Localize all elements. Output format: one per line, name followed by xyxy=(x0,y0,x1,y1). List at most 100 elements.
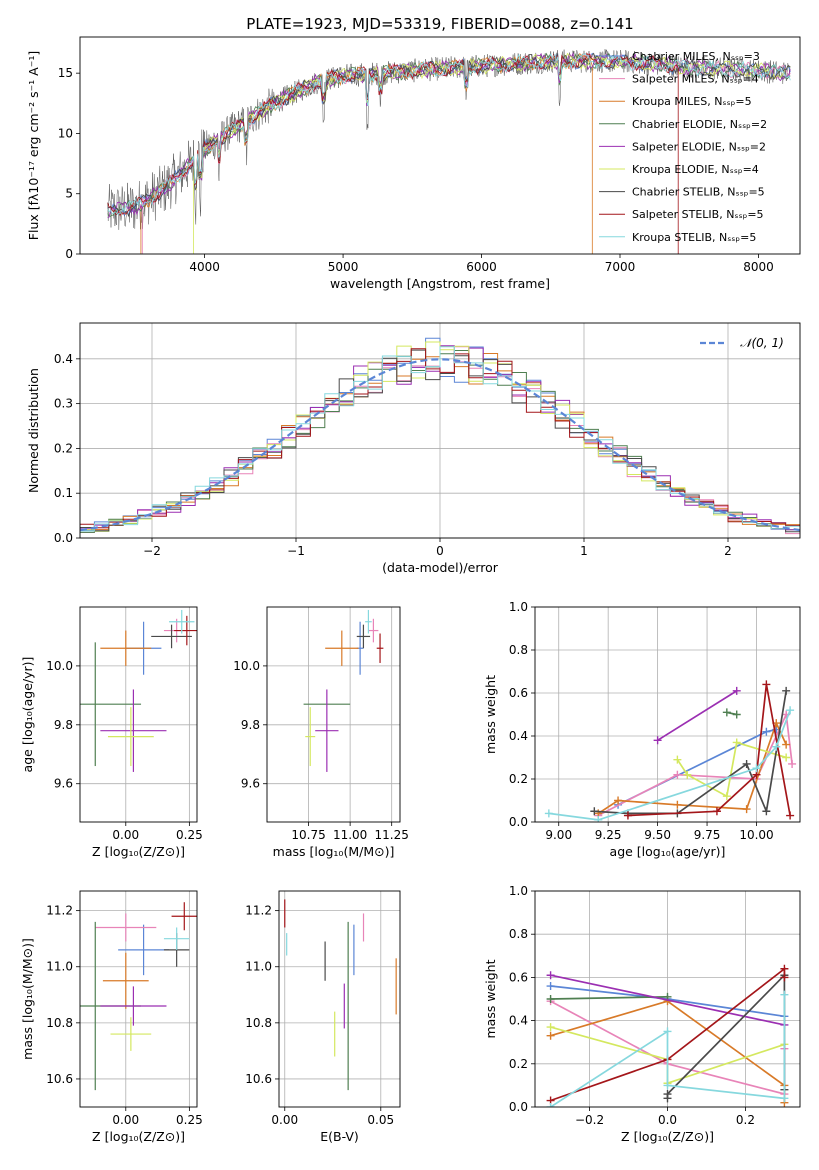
weight-marker xyxy=(782,740,791,749)
legend-entry: Salpeter ELODIE, Nₛₛₚ=2 xyxy=(632,140,766,153)
weight-marker xyxy=(732,738,741,747)
y-axis-label: Flux [fλ10⁻¹⁷ erg cm⁻² s⁻¹ A⁻¹] xyxy=(26,51,41,240)
weight-marker xyxy=(732,710,741,719)
weight-marker xyxy=(772,742,781,751)
y-tick-label: 0.8 xyxy=(509,643,528,657)
plot-area-age_vs_mass xyxy=(303,609,384,772)
x-axis-label: age [log₁₀(age/yr)] xyxy=(610,844,726,859)
weight-marker xyxy=(623,811,632,820)
y-tick-label: 10.8 xyxy=(245,1016,272,1030)
weight-marker xyxy=(653,736,662,745)
weight-line xyxy=(657,690,738,742)
axes-age_vs_Z: 0.00 0.25 9.6 9.8 10.0 Z [log₁₀(Z/Z⊙)] age [lo… xyxy=(20,606,203,859)
x-tick-label: 0 xyxy=(436,544,444,558)
error-bar-point xyxy=(174,615,197,646)
weight-marker xyxy=(673,770,682,779)
weight-marker xyxy=(663,1090,672,1099)
x-tick-label: −2 xyxy=(143,544,161,558)
frame-mass_vs_EBV: 0.00 0.05 10.6 10.8 11.0 11.2 E(B-V) xyxy=(245,890,401,1144)
x-tick-label: 5000 xyxy=(328,260,359,274)
weight-marker xyxy=(780,973,789,982)
weight-marker xyxy=(712,807,721,816)
y-tick-label: 10.8 xyxy=(46,1016,73,1030)
x-tick-label: 1 xyxy=(580,544,588,558)
axes-frame xyxy=(534,606,801,823)
axes-frame xyxy=(266,606,401,823)
x-tick-label: 0.00 xyxy=(271,1113,298,1127)
x-tick-label: 2 xyxy=(724,544,732,558)
error-bar-point xyxy=(376,633,384,663)
error-bar-point xyxy=(305,707,316,767)
weight-marker xyxy=(546,1103,555,1107)
frame-weight_vs_Z: −0.2 0.0 0.2 0.0 0.2 0.4 0.6 0.8 1.0 Z [log₁₀(Z/Z… xyxy=(483,884,801,1144)
y-tick-label: 10.6 xyxy=(46,1072,73,1086)
legend-entry: Kroupa STELIB, Nₛₛₚ=5 xyxy=(632,231,756,244)
x-axis-label: mass [log₁₀(M/M⊙)] xyxy=(273,844,395,859)
error-bar-point xyxy=(171,902,197,931)
error-bar-point xyxy=(110,1017,152,1051)
axes-frame xyxy=(79,890,198,1108)
x-tick-label: 9.25 xyxy=(595,828,622,842)
normal-curve xyxy=(80,358,800,532)
y-tick-label: 0.8 xyxy=(509,927,528,941)
weight-marker xyxy=(673,755,682,764)
frame-spectrum: 4000 5000 6000 7000 8000 0 5 10 15 wavelength [An… xyxy=(26,36,801,291)
weight-marker xyxy=(544,809,553,818)
weight-marker xyxy=(614,796,623,805)
y-tick-label: 0.2 xyxy=(54,441,73,455)
frame-mass_vs_Z: 0.00 0.25 10.6 10.8 11.0 11.2 Z [log₁₀(Z/Z⊙)] m… xyxy=(20,890,203,1144)
y-tick-label: 9.8 xyxy=(241,718,260,732)
y-tick-label: 11.2 xyxy=(245,904,272,918)
weight-marker xyxy=(546,982,555,991)
weight-marker xyxy=(762,727,771,736)
weight-marker xyxy=(722,792,731,801)
x-tick-label: 10.75 xyxy=(291,828,325,842)
weight-marker xyxy=(788,759,797,768)
y-tick-label: 0.2 xyxy=(509,1057,528,1071)
x-tick-label: 0.25 xyxy=(176,828,203,842)
y-tick-label: 10.0 xyxy=(46,659,73,673)
legend-entry: Salpeter MILES, Nₛₛₚ=4 xyxy=(632,73,759,86)
y-tick-label: 15 xyxy=(58,66,73,80)
weight-marker xyxy=(762,680,771,689)
x-axis-label: Z [log₁₀(Z/Z⊙)] xyxy=(621,1129,714,1144)
y-tick-label: 10 xyxy=(58,126,73,140)
figure-title: PLATE=1923, MJD=53319, FIBERID=0088, z=0… xyxy=(246,15,633,33)
error-bar-point xyxy=(356,624,371,649)
axes-frame xyxy=(278,890,401,1108)
y-tick-label: 10.0 xyxy=(233,659,260,673)
error-bar-point xyxy=(95,913,157,942)
legend-entry: Chabrier MILES, Nₛₛₚ=3 xyxy=(632,50,760,63)
error-bar-point xyxy=(368,618,379,643)
spectrum-model-line xyxy=(107,52,791,215)
weight-line xyxy=(550,967,786,1102)
weight-line xyxy=(550,974,785,1026)
axes-frame xyxy=(79,36,801,255)
y-tick-label: 0.1 xyxy=(54,486,73,500)
y-tick-label: 11.0 xyxy=(245,960,272,974)
error-bar-point xyxy=(100,630,152,666)
y-tick-label: 0.2 xyxy=(509,772,528,786)
plot-area-mass_vs_Z xyxy=(80,902,197,1091)
y-tick-label: 0.4 xyxy=(509,1014,528,1028)
x-tick-label: −0.2 xyxy=(575,1113,604,1127)
axes-spectrum: 4000 5000 6000 7000 8000 0 5 10 15 wavelength [An… xyxy=(26,36,801,291)
plot-area-age_vs_Z xyxy=(80,609,197,772)
axes-weight_vs_Z: −0.2 0.0 0.2 0.0 0.2 0.4 0.6 0.8 1.0 Z [log₁₀(Z/Z… xyxy=(483,884,801,1144)
error-bar-point xyxy=(100,986,167,1026)
axes-residuals: −2 −1 0 1 2 0.0 0.1 0.2 0.3 0.4 (data-model)/error… xyxy=(26,322,801,575)
legend-entry: Chabrier ELODIE, Nₛₛₚ=2 xyxy=(632,118,767,131)
weight-marker xyxy=(786,706,795,715)
axes-mass_vs_EBV: 0.00 0.05 10.6 10.8 11.0 11.2 E(B-V) xyxy=(245,890,401,1144)
x-tick-label: 4000 xyxy=(189,260,220,274)
x-tick-label: 0.05 xyxy=(367,1113,394,1127)
legend-entry: 𝒩(0, 1) xyxy=(740,336,784,350)
weight-marker xyxy=(673,800,682,809)
x-axis-label: wavelength [Angstrom, rest frame] xyxy=(330,276,550,291)
weight-line xyxy=(550,995,668,1000)
axes-age_vs_mass: 10.75 11.00 11.25 9.6 9.8 10.0 mass [log₁₀(M/M… xyxy=(233,606,409,859)
weight-marker xyxy=(663,1027,672,1036)
weight-marker xyxy=(663,1081,672,1090)
legend-entry: Kroupa ELODIE, Nₛₛₚ=4 xyxy=(632,163,759,176)
